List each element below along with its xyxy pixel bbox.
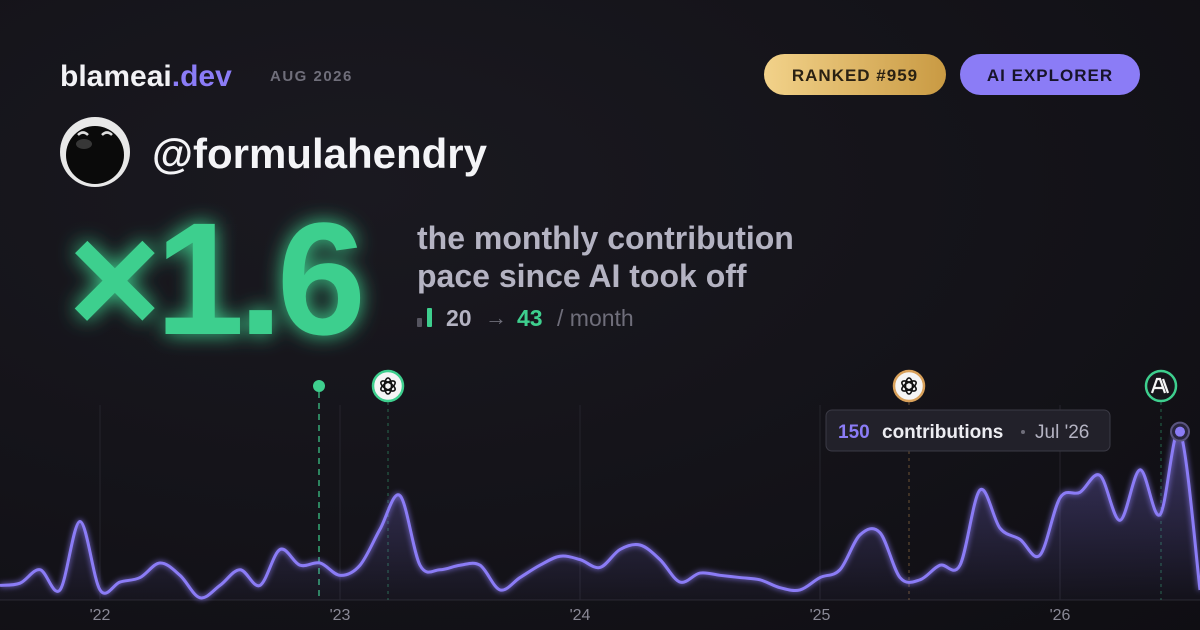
tooltip-date: Jul '26 (1035, 422, 1089, 443)
plot (0, 421, 1200, 600)
x-tick-label: '22 (90, 607, 111, 624)
pace-icon (417, 318, 422, 327)
rank-badge-text: RANKED #959 (792, 66, 918, 85)
pace-arrow: → (485, 305, 507, 330)
description-line: the monthly contribution (417, 220, 794, 256)
events (313, 369, 1178, 600)
avatar (60, 117, 130, 187)
multiplier: ×1.6 (68, 189, 361, 368)
x-tick-label: '26 (1050, 607, 1071, 624)
date: AUG 2026 (270, 68, 353, 85)
x-tick-label: '24 (570, 607, 591, 624)
tooltip: 150 contributions Jul '26 (825, 409, 1111, 452)
x-tick-label: '23 (330, 607, 351, 624)
brand: blameai.dev (60, 60, 232, 93)
pace-after: 43 (517, 305, 543, 331)
pace-before: 20 (446, 305, 472, 331)
peak-point (1175, 426, 1185, 437)
pace-icon (427, 308, 432, 327)
rank-badge (764, 54, 946, 95)
description-line: pace since AI took off (417, 258, 747, 294)
brand-tld: .dev (172, 60, 232, 93)
tier-badge-text: AI EXPLORER (987, 66, 1113, 85)
handle: @formulahendry (152, 130, 488, 177)
x-tick-label: '25 (810, 607, 831, 624)
tooltip-value: 150 (838, 422, 870, 443)
tier-badge (960, 54, 1140, 95)
line (0, 429, 1200, 600)
tooltip-label: contributions (882, 422, 1003, 443)
pace-unit: / month (557, 305, 634, 331)
brand-name: blameai (60, 60, 172, 93)
